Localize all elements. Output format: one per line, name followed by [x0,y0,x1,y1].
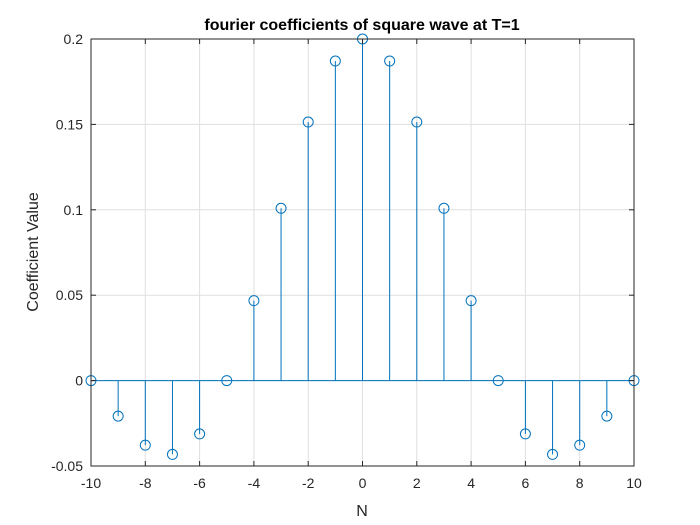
stem-marker [194,428,206,440]
stem-marker [329,55,341,67]
x-tick-label: -4 [248,475,261,491]
y-tick-label: 0.1 [64,202,84,218]
stem-marker [519,428,531,440]
stem-marker [411,116,423,128]
y-axis-label: Coefficient Value [25,192,42,312]
stem-marker [492,375,504,387]
x-tick-label: 6 [522,475,530,491]
y-tick-label: 0.05 [56,287,83,303]
y-tick-label: 0 [75,373,83,389]
stem-marker [112,410,124,422]
stem-marker [166,448,178,460]
x-tick-label: -10 [81,475,101,491]
x-tick-label: -6 [193,475,206,491]
stem-marker [275,202,287,214]
stem-marker [302,116,314,128]
ticks [90,38,635,467]
y-tick-label: 0.2 [64,31,84,47]
x-tick-label: -8 [139,475,152,491]
stem-marker [384,55,396,67]
x-tick-label: -2 [302,475,315,491]
stem-marker [601,410,613,422]
stem-marker [221,375,233,387]
x-tick-label: 2 [413,475,421,491]
stem-marker [438,202,450,214]
stem-marker [465,295,477,307]
y-tick-label: 0.15 [56,116,83,132]
x-tick-label: 4 [467,475,475,491]
x-tick-label: 0 [359,475,367,491]
x-tick-label: 10 [626,475,642,491]
x-tick-label: 8 [576,475,584,491]
y-tick-label: -0.05 [51,458,83,474]
tick-labels: -10 -8 -6 -4 -2 0 2 4 6 8 10 -0.05 0 0.05 0.1 0.15 0.2 [51,31,642,491]
chart-title: fourier coefficients of square wave at T… [204,17,519,34]
x-axis-label: N [356,503,368,520]
stem-marker [574,439,586,451]
stem-marker [248,295,260,307]
stems [91,39,634,455]
stem-marker [547,448,559,460]
stem-marker [139,439,151,451]
